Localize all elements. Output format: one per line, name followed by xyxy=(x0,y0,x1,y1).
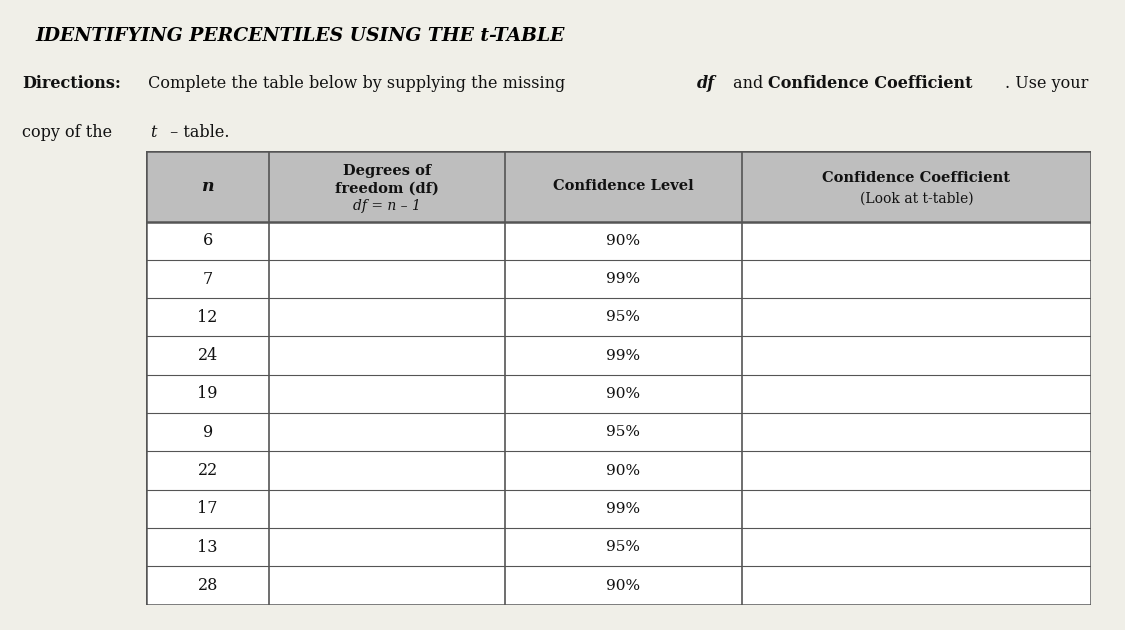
Bar xyxy=(146,222,1091,260)
Text: 13: 13 xyxy=(197,539,218,556)
Text: and: and xyxy=(728,75,768,92)
Text: t: t xyxy=(150,125,156,141)
Text: df = n – 1: df = n – 1 xyxy=(353,199,421,213)
Text: 22: 22 xyxy=(198,462,218,479)
Text: 90%: 90% xyxy=(606,464,640,478)
Bar xyxy=(146,260,1091,298)
Bar xyxy=(146,375,1091,413)
Text: IDENTIFYING PERCENTILES USING THE t-TABLE: IDENTIFYING PERCENTILES USING THE t-TABL… xyxy=(36,27,565,45)
Text: 6: 6 xyxy=(202,232,213,249)
Bar xyxy=(146,452,1091,490)
Text: 95%: 95% xyxy=(606,541,640,554)
Text: copy of the: copy of the xyxy=(22,125,118,141)
Text: 90%: 90% xyxy=(606,578,640,593)
Text: 9: 9 xyxy=(202,424,213,441)
Text: 95%: 95% xyxy=(606,311,640,324)
Bar xyxy=(146,298,1091,336)
Text: 99%: 99% xyxy=(606,502,640,516)
Text: Confidence Level: Confidence Level xyxy=(554,180,694,193)
Text: 17: 17 xyxy=(197,500,218,517)
Text: 90%: 90% xyxy=(606,387,640,401)
Text: 95%: 95% xyxy=(606,425,640,439)
Text: Degrees of: Degrees of xyxy=(343,164,431,178)
Text: 7: 7 xyxy=(202,270,213,287)
Bar xyxy=(146,566,1091,605)
Bar xyxy=(146,528,1091,566)
Text: 99%: 99% xyxy=(606,348,640,363)
Text: (Look at t-table): (Look at t-table) xyxy=(860,192,973,206)
Text: 12: 12 xyxy=(198,309,218,326)
Text: Confidence Coefficient: Confidence Coefficient xyxy=(767,75,972,92)
Text: . Use your: . Use your xyxy=(1006,75,1089,92)
Text: n: n xyxy=(201,178,214,195)
Text: Directions:: Directions: xyxy=(22,75,122,92)
Text: Complete the table below by supplying the missing: Complete the table below by supplying th… xyxy=(144,75,570,92)
Bar xyxy=(146,413,1091,452)
Text: – table.: – table. xyxy=(165,125,230,141)
Bar xyxy=(146,490,1091,528)
Bar xyxy=(146,151,1091,222)
Text: 19: 19 xyxy=(197,386,218,403)
Text: 28: 28 xyxy=(198,577,218,594)
Bar xyxy=(146,336,1091,375)
Text: 99%: 99% xyxy=(606,272,640,286)
Text: 90%: 90% xyxy=(606,234,640,248)
Text: 24: 24 xyxy=(198,347,218,364)
Text: Confidence Coefficient: Confidence Coefficient xyxy=(822,171,1010,185)
Text: freedom (df): freedom (df) xyxy=(335,181,439,195)
Text: df: df xyxy=(696,75,714,92)
